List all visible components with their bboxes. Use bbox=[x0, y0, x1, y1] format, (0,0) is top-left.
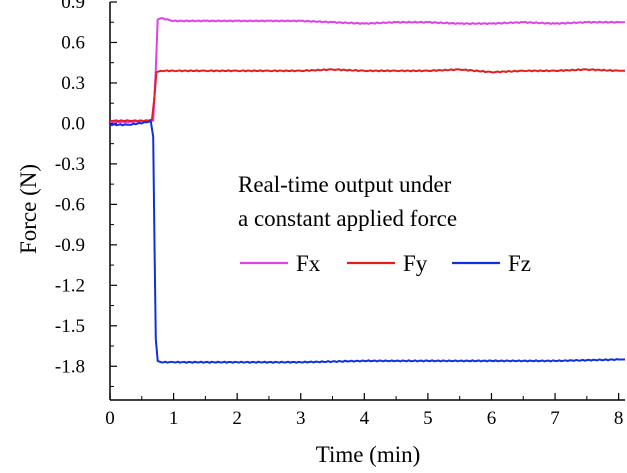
legend: Fx Fy Fz bbox=[240, 251, 531, 276]
series-layer bbox=[109, 17, 625, 364]
x-tick-label: 3 bbox=[296, 408, 306, 429]
x-tick-label: 7 bbox=[550, 408, 560, 429]
axes bbox=[109, 2, 625, 401]
y-tick-label: -0.6 bbox=[55, 194, 85, 215]
series-line-fx bbox=[109, 17, 625, 124]
annotation-line-2: a constant applied force bbox=[238, 206, 457, 231]
x-axis-title: Time (min) bbox=[316, 442, 421, 467]
y-axis-title: Force (N) bbox=[16, 164, 41, 254]
legend-label-fz: Fz bbox=[508, 251, 531, 276]
y-tick-label: -1.5 bbox=[55, 316, 85, 337]
y-tick-label: 0.3 bbox=[61, 73, 85, 94]
series-line-fy bbox=[109, 68, 625, 123]
annotation-line-1: Real-time output under bbox=[238, 172, 452, 197]
legend-label-fy: Fy bbox=[403, 251, 428, 276]
x-tick-label: 5 bbox=[423, 408, 433, 429]
y-tick-label: 0.0 bbox=[61, 113, 85, 134]
y-tick-label: -0.9 bbox=[55, 235, 85, 256]
y-tick-label: -1.2 bbox=[55, 275, 85, 296]
ticks bbox=[109, 1, 620, 400]
tick-labels: 0.9 0.6 0.3 0.0 -0.3 -0.6 -0.9 -1.2 -1.5 -1.8 0 1 2 3… bbox=[55, 0, 623, 429]
legend-label-fx: Fx bbox=[296, 251, 321, 276]
y-tick-label: 0.9 bbox=[61, 0, 85, 13]
series-line-fz bbox=[109, 119, 625, 364]
annotation: Real-time output under a constant applie… bbox=[238, 172, 457, 231]
x-tick-label: 4 bbox=[360, 408, 370, 429]
x-tick-label: 8 bbox=[614, 408, 624, 429]
x-tick-label: 6 bbox=[487, 408, 497, 429]
y-tick-label: -1.8 bbox=[55, 356, 85, 377]
x-tick-label: 0 bbox=[105, 408, 115, 429]
x-tick-label: 2 bbox=[232, 408, 242, 429]
y-tick-label: -0.3 bbox=[55, 154, 85, 175]
y-tick-label: 0.6 bbox=[61, 32, 85, 53]
x-tick-label: 1 bbox=[169, 408, 179, 429]
